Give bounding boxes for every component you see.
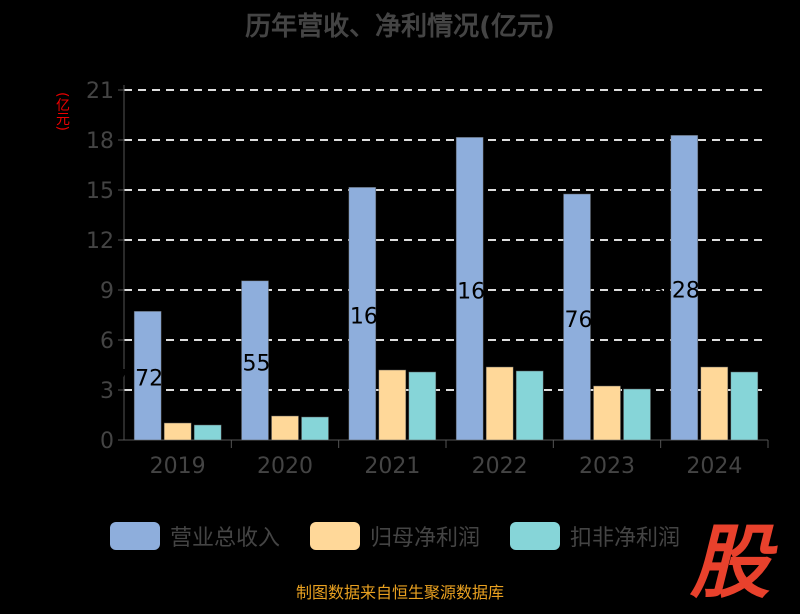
bar xyxy=(348,187,377,441)
bar xyxy=(408,371,437,441)
y-tick-label: 0 xyxy=(100,429,114,454)
y-tick-label: 9 xyxy=(100,279,114,304)
bar xyxy=(193,424,222,441)
bar-chart: 0 3 6 9 12 15 18 21 2019 2020 2021 2022 2023 2024 7.72… xyxy=(86,79,769,479)
bar xyxy=(515,370,544,441)
legend-swatch xyxy=(110,522,160,550)
y-tick-label: 6 xyxy=(100,329,114,354)
bar xyxy=(623,388,651,441)
data-label: 18.28 xyxy=(637,279,700,304)
x-tick-label: 2019 xyxy=(150,454,206,479)
legend-label: 扣非净利润 xyxy=(570,526,681,551)
legend-net-profit[interactable]: 归母净利润 xyxy=(310,520,480,552)
data-label: 9.55 xyxy=(222,351,271,376)
data-label: 18.16 xyxy=(422,280,485,305)
x-tick-label: 2023 xyxy=(579,454,635,479)
bar xyxy=(700,366,729,441)
y-axis-label: (亿元) xyxy=(54,92,70,131)
source-footer: 制图数据来自恒生聚源数据库 xyxy=(295,583,504,602)
legend-revenue[interactable]: 营业总收入 xyxy=(110,520,280,552)
legend-deducted-profit[interactable]: 扣非净利润 xyxy=(510,520,680,552)
data-label: 15.16 xyxy=(315,305,378,330)
legend-swatch xyxy=(510,522,560,550)
y-tick-label: 18 xyxy=(86,129,114,154)
chart-title: 历年营收、净利情况(亿元) xyxy=(245,12,555,42)
bar xyxy=(455,137,484,441)
data-label: 14.76 xyxy=(530,308,593,333)
bar xyxy=(670,135,699,441)
legend-label: 营业总收入 xyxy=(170,526,281,551)
x-tick-label: 2021 xyxy=(364,454,420,479)
watermark-logo: 股 xyxy=(690,516,770,609)
bar xyxy=(241,280,269,441)
bar xyxy=(133,311,162,441)
legend-swatch xyxy=(310,522,360,550)
y-tick-label: 12 xyxy=(86,229,114,254)
bar xyxy=(730,371,759,441)
bar xyxy=(163,422,192,441)
x-tick-label: 2022 xyxy=(472,454,528,479)
y-tick-label: 21 xyxy=(86,79,114,104)
y-tick-label: 3 xyxy=(100,379,114,404)
bar xyxy=(563,193,591,441)
data-label: 7.72 xyxy=(114,367,163,392)
y-tick-label: 15 xyxy=(86,179,114,204)
legend-label: 归母净利润 xyxy=(370,526,481,551)
bar xyxy=(593,385,621,441)
x-tick-label: 2024 xyxy=(686,454,742,479)
bar xyxy=(301,416,329,441)
bar xyxy=(378,369,407,441)
bar xyxy=(271,415,299,441)
bar xyxy=(485,366,514,441)
x-tick-label: 2020 xyxy=(257,454,313,479)
